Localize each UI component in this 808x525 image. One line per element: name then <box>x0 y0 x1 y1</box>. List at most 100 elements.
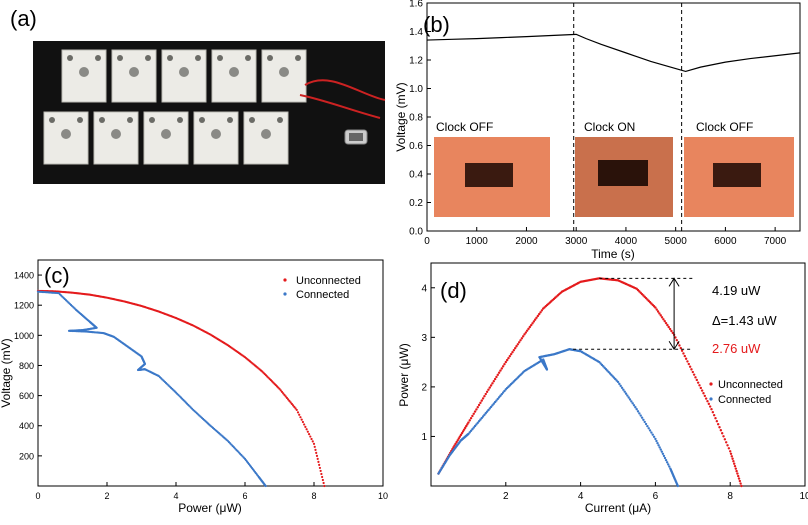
data-point-unconnected <box>726 444 729 447</box>
data-point-unconnected <box>291 404 295 407</box>
data-point-unconnected <box>311 440 314 443</box>
y-tick-label: 400 <box>19 421 34 431</box>
data-point-connected <box>500 392 503 396</box>
data-point-unconnected <box>284 395 287 398</box>
data-point-unconnected <box>654 306 657 309</box>
x-tick-label: 10 <box>378 491 388 501</box>
data-point-unconnected <box>718 426 721 429</box>
data-point-connected <box>488 407 491 410</box>
data-point-connected <box>473 424 477 428</box>
data-point-unconnected <box>736 472 739 475</box>
data-point-connected <box>652 435 656 438</box>
delta-arrowhead-top <box>668 277 680 287</box>
data-point-unconnected <box>711 410 715 414</box>
electrode-icon <box>245 55 251 61</box>
data-point-unconnected <box>729 452 733 455</box>
clock-display-icon <box>713 163 761 187</box>
data-point-unconnected <box>515 345 518 348</box>
data-point-connected <box>631 402 634 405</box>
data-point-connected <box>626 394 629 397</box>
data-point-unconnected <box>734 467 738 470</box>
plot-frame-d <box>430 262 806 487</box>
data-point-connected <box>648 429 652 432</box>
panel-c: (c) 0 2 4 6 8 10 200 400 600 800 1000 1200 1400 Unco… <box>0 259 388 515</box>
data-point-connected <box>496 397 499 401</box>
y-tick-label: 1.2 <box>409 56 423 67</box>
data-point-unconnected <box>295 408 298 412</box>
y-tick-label: 0.4 <box>409 170 423 181</box>
data-point-connected <box>495 399 498 402</box>
data-point-connected <box>651 433 654 436</box>
y-tick-label: 1 <box>421 432 427 443</box>
legend-marker-unconnected-d <box>709 382 713 386</box>
data-point-connected <box>650 431 653 434</box>
data-point-unconnected <box>459 433 463 437</box>
data-point-connected <box>472 426 475 429</box>
legend-marker-connected-d <box>709 397 713 401</box>
data-point-unconnected <box>517 341 521 344</box>
data-point-unconnected <box>462 428 466 431</box>
legend-marker-unconnected-c <box>283 278 287 282</box>
panel-b: (b) 0 1000 2000 3000 4000 5000 6000 70000.00.20… <box>394 0 801 261</box>
data-point-unconnected <box>318 466 322 470</box>
data-point-connected <box>493 400 497 404</box>
data-point-unconnected <box>509 352 513 356</box>
y-tick-label: 1.4 <box>409 27 423 38</box>
data-point-unconnected <box>690 368 693 371</box>
legend-label-unconnected-d: Unconnected <box>718 379 783 391</box>
data-point-unconnected <box>675 338 678 342</box>
data-point-unconnected <box>499 369 502 372</box>
cell-port-icon <box>179 67 189 77</box>
electrode-icon <box>167 55 173 61</box>
axis-ticks-b: 0 1000 2000 3000 4000 5000 6000 7000 0.0 0.2 0.4 0.… <box>409 0 787 247</box>
y-tick-label: 1.0 <box>409 84 423 95</box>
y-tick-label: 2 <box>421 382 427 393</box>
data-point-connected <box>655 439 658 443</box>
y-tick-label: 1.6 <box>409 0 423 10</box>
data-point-unconnected <box>707 402 711 406</box>
data-point-unconnected <box>317 460 320 463</box>
data-point-connected <box>476 421 479 425</box>
data-point-unconnected <box>491 382 494 385</box>
data-point-unconnected <box>501 365 505 368</box>
data-point-unconnected <box>737 477 741 480</box>
y-tick-label: 0.2 <box>409 198 423 209</box>
electrode-icon <box>117 55 123 61</box>
annotation-max-unconnected: 4.19 uW <box>712 283 761 298</box>
x-tick-label: 2000 <box>515 236 538 247</box>
y-tick-label: 1000 <box>14 331 34 341</box>
x-tick-label: 8 <box>727 491 733 502</box>
data-point-unconnected <box>472 412 475 415</box>
x-tick-label: 4 <box>173 491 178 501</box>
data-point-unconnected <box>720 432 724 435</box>
y-tick-label: 0.8 <box>409 113 423 124</box>
data-point-unconnected <box>488 386 491 389</box>
data-point-unconnected <box>313 445 316 448</box>
y-tick-label: 3 <box>421 333 427 344</box>
data-point-unconnected <box>316 457 319 460</box>
electrode-icon <box>227 117 233 123</box>
data-point-connected <box>640 416 644 419</box>
battery-cells-group <box>43 49 307 165</box>
data-point-connected <box>622 388 625 391</box>
electrode-icon <box>99 117 105 123</box>
data-point-unconnected <box>294 407 297 410</box>
electrode-icon <box>199 117 205 123</box>
data-point-unconnected <box>487 388 490 391</box>
data-point-connected <box>667 463 670 466</box>
y-tick-label: 1200 <box>14 301 34 311</box>
x-tick-label: 0 <box>35 491 40 501</box>
x-tick-label: 8 <box>311 491 316 501</box>
electrode-icon <box>127 117 133 123</box>
y-tick-label: 800 <box>19 361 34 371</box>
data-point-unconnected <box>314 448 317 451</box>
data-point-unconnected <box>469 416 473 420</box>
data-point-unconnected <box>299 416 302 419</box>
data-point-unconnected <box>495 375 498 379</box>
data-point-unconnected <box>527 327 530 331</box>
data-point-unconnected <box>319 469 322 473</box>
data-point-connected <box>665 461 669 464</box>
axis-ticks-c: 0 2 4 6 8 10 200 400 600 800 1000 1200 1400 <box>14 271 388 501</box>
data-point-unconnected <box>731 457 734 460</box>
